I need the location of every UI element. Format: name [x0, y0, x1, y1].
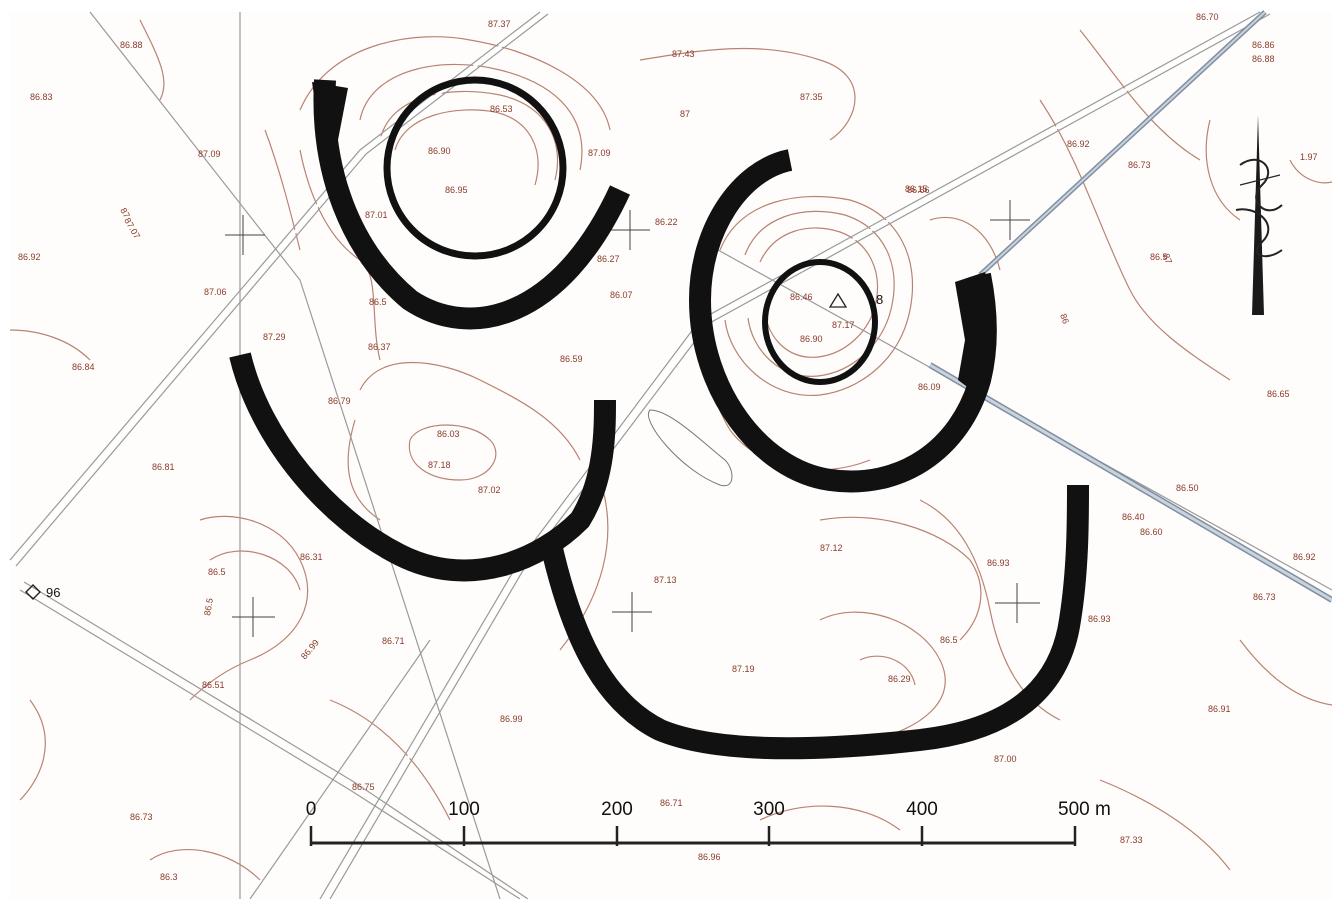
ring-small [762, 259, 878, 385]
elevation-label: 86.65 [1267, 389, 1290, 399]
elevation-labels: 86.8887.3787.4386.7086.8686.8886.8386.53… [18, 12, 1318, 882]
elevation-label: 87.33 [1120, 835, 1143, 845]
triangulation-station: 8 [828, 292, 883, 308]
elevation-label: 86.92 [1067, 139, 1090, 149]
elevation-label: 86.92 [1293, 552, 1316, 562]
elevation-label: 87.00 [994, 754, 1017, 764]
arc-start-cap [312, 82, 348, 150]
annotation-arcs [229, 79, 1089, 760]
elevation-label: 86.37 [368, 342, 391, 352]
elevation-label: 86.5 [208, 567, 226, 577]
arc-thick-segment [955, 272, 992, 395]
elevation-label: 86.81 [152, 462, 175, 472]
elevation-label: 1.97 [1300, 152, 1318, 162]
triangle-icon [828, 292, 848, 308]
elevation-label: 86.07 [610, 290, 633, 300]
elevation-label: 87 [1161, 252, 1174, 265]
elevation-label: 86.3 [160, 872, 178, 882]
survey-point: 96 [25, 584, 60, 600]
elevation-label: 87.37 [488, 19, 511, 29]
elevation-label: 86.99 [500, 714, 523, 724]
scale-label-100: 100 [448, 799, 480, 820]
elevation-label: 86.46 [790, 292, 813, 302]
elevation-label: 86.93 [987, 558, 1010, 568]
elevation-label: 86.73 [1253, 592, 1276, 602]
elevation-label: 87.09 [588, 148, 611, 158]
elevation-label: 86.51 [202, 680, 225, 690]
elevation-label: 86.03 [437, 429, 460, 439]
elevation-label: 86.73 [1128, 160, 1151, 170]
elevation-label: 86.79 [328, 396, 351, 406]
elevation-label: 86.09 [918, 382, 941, 392]
elevation-label: 86.90 [800, 334, 823, 344]
north-arrow-icon [1235, 115, 1283, 315]
elevation-label: 86.88 [1252, 54, 1275, 64]
arc-bottom [539, 484, 1089, 760]
elevation-label: 86.73 [130, 812, 153, 822]
elevation-label: 87.12 [820, 543, 843, 553]
elevation-label: 86.29 [888, 674, 911, 684]
elevation-label: 86.95 [445, 185, 468, 195]
elevation-label: 86.93 [1088, 614, 1111, 624]
arc-mid-left [229, 352, 616, 582]
elevation-label: 86.5 [369, 297, 387, 307]
elevation-label: 87 [680, 109, 690, 119]
elevation-label: 86.75 [352, 782, 375, 792]
elevation-label: 86.5 [202, 597, 215, 616]
elevation-label: 86.22 [655, 217, 678, 227]
elevation-label: 86.53 [490, 104, 513, 114]
elevation-label: 86.50 [1176, 483, 1199, 493]
roads [9, 10, 1332, 899]
elevation-label: 86.15 [905, 184, 928, 194]
elevation-label: 87.09 [198, 149, 221, 159]
annotation-rings [383, 76, 878, 385]
elevation-label: 86.84 [72, 362, 95, 372]
elevation-label: 86.92 [18, 252, 41, 262]
station-label: 8 [876, 292, 883, 307]
elevation-label: 86.66 [907, 185, 930, 195]
elevation-label: 86.71 [660, 798, 683, 808]
scale-label-0: 0 [306, 799, 317, 820]
elevation-label: 86.90 [428, 146, 451, 156]
survey-point-icon [25, 584, 41, 600]
elevation-label: 86.31 [300, 552, 323, 562]
elevation-label: 86.88 [120, 40, 143, 50]
elevation-label: 87.13 [654, 575, 677, 585]
grid-crosses [225, 200, 1040, 637]
elevation-label: 86.96 [698, 852, 721, 862]
scale-label-500: 500 m [1058, 799, 1111, 820]
elevation-label: 86.27 [597, 254, 620, 264]
elevation-label: 86.59 [560, 354, 583, 364]
scale-label-300: 300 [753, 799, 785, 820]
arc-upper-left [313, 79, 630, 330]
elevation-label: 86.60 [1140, 527, 1163, 537]
elevation-label: 87.06 [204, 287, 227, 297]
map-sheet [10, 12, 1332, 899]
elevation-label: 86.91 [1208, 704, 1231, 714]
elevation-label: 86 [1058, 312, 1071, 325]
elevation-label: 87.29 [263, 332, 286, 342]
elevation-label: 87.19 [732, 664, 755, 674]
elevation-label: 86.71 [382, 636, 405, 646]
survey-point-label: 96 [46, 585, 60, 600]
elevation-label: 86.5 [940, 635, 958, 645]
elevation-label: 86.40 [1122, 512, 1145, 522]
scale-label-400: 400 [906, 799, 938, 820]
elevation-label: 87.35 [800, 92, 823, 102]
scale-bar: 0 100 200 300 400 500 m [306, 799, 1111, 846]
elevation-label: 87.18 [428, 460, 451, 470]
elevation-label: 86.86 [1252, 40, 1275, 50]
elevation-label: 87.17 [832, 320, 855, 330]
ring-large [383, 76, 567, 260]
elevation-label: 86.70 [1196, 12, 1219, 22]
elevation-label: 86.83 [30, 92, 53, 102]
elevation-label: 86.5 [1150, 252, 1168, 262]
elevation-label: 87.43 [672, 49, 695, 59]
scale-label-200: 200 [601, 799, 633, 820]
elevation-label: 87.02 [478, 485, 501, 495]
elevation-label: 87.01 [365, 210, 388, 220]
elevation-label: 87 [118, 206, 132, 220]
